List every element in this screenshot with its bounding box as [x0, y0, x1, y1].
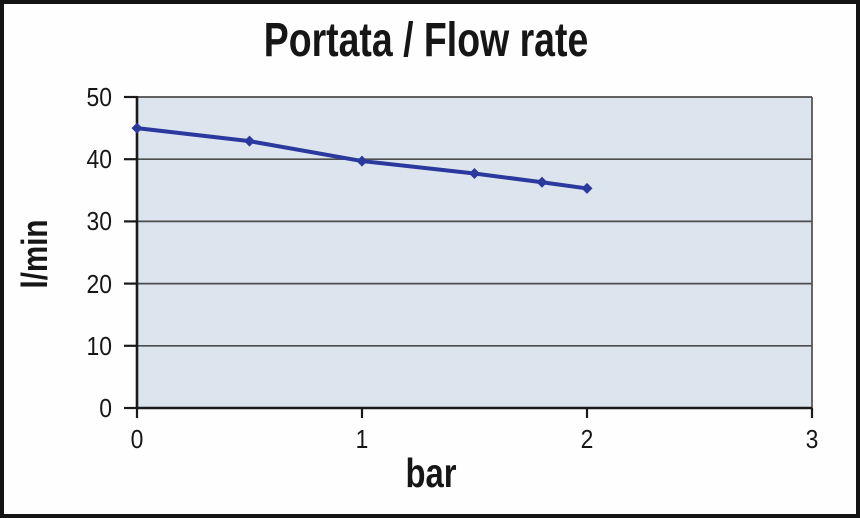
x-tick-label-1: 1	[355, 424, 369, 454]
x-tick-label-0: 0	[130, 424, 144, 454]
y-tick-label-40: 40	[86, 144, 112, 175]
y-tick-label-0: 0	[99, 393, 112, 423]
data-point-marker	[131, 122, 143, 134]
y-tick-label-50: 50	[86, 82, 112, 112]
data-point-marker	[469, 168, 480, 180]
flow-rate-line	[135, 126, 589, 191]
data-point-marker	[356, 155, 368, 167]
data-point-marker	[536, 176, 548, 188]
y-tick-label-20: 20	[86, 268, 112, 299]
plot-background	[137, 97, 812, 408]
y-tick-label-10: 10	[86, 330, 112, 361]
x-tick-label-3: 3	[805, 424, 819, 454]
data-point-marker	[581, 182, 593, 194]
data-point-marker	[244, 135, 255, 147]
x-tick-label-2: 2	[580, 424, 594, 454]
y-tick-label-30: 30	[86, 206, 112, 237]
x-axis-title: bar	[405, 450, 457, 496]
chart-title: Portata / Flow rate	[263, 14, 589, 67]
